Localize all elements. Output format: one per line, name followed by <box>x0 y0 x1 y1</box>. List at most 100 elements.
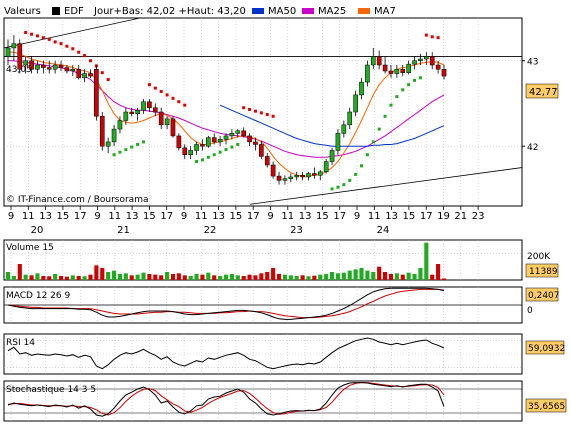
candle-body <box>182 147 188 155</box>
candle <box>370 47 376 70</box>
sar-dot-up <box>371 140 375 144</box>
legend-ma7-swatch <box>358 8 370 14</box>
volume-bar <box>412 274 417 280</box>
sar-dot-up <box>124 148 128 152</box>
volume-bar <box>41 276 46 280</box>
candle-body <box>141 101 146 111</box>
candle <box>276 171 282 185</box>
time-hour-label: 11 <box>195 211 208 222</box>
candle <box>323 159 329 174</box>
volume-bar <box>253 275 258 280</box>
candle-body <box>435 64 441 70</box>
candle-body <box>312 173 317 176</box>
last-price-value: 42,77 <box>529 87 558 98</box>
candle-body <box>217 139 223 143</box>
sar-dot-up <box>360 164 364 168</box>
candle-body <box>164 118 170 126</box>
candlesticks <box>5 35 447 185</box>
candle-body <box>365 64 370 83</box>
volume-bar <box>212 275 217 280</box>
ma50-line <box>219 104 445 147</box>
candle <box>264 153 270 168</box>
candle <box>58 60 64 71</box>
candle <box>288 173 294 183</box>
candle <box>141 99 146 114</box>
candle-body <box>359 81 364 96</box>
candle <box>182 144 188 159</box>
time-day-label: 22 <box>204 225 217 236</box>
candle-body <box>117 120 123 130</box>
volume-bars <box>5 242 447 280</box>
time-hour-label: 17 <box>420 211 433 222</box>
candle-body <box>11 43 17 49</box>
sar-dot-up <box>236 142 240 146</box>
candle <box>200 139 205 151</box>
candle <box>46 60 52 74</box>
candle <box>123 107 129 125</box>
candle <box>35 60 40 74</box>
sar-dot-up <box>383 114 387 118</box>
time-hour-label: 17 <box>160 211 173 222</box>
volume-bar <box>176 273 181 280</box>
volume-y-tick: 200K <box>527 252 551 262</box>
volume-bar <box>430 274 435 280</box>
candle-body <box>194 144 199 151</box>
time-hour-label: 13 <box>126 211 139 222</box>
candle-body <box>235 130 241 134</box>
stochastic-panel: Stochastique 14 3 5 35,6565 <box>3 380 567 422</box>
volume-bar <box>106 272 111 280</box>
candle <box>41 60 46 74</box>
volume-bar <box>329 272 335 280</box>
candle-body <box>52 64 58 70</box>
volume-bar <box>200 274 205 280</box>
candle <box>382 56 388 74</box>
candle-body <box>211 137 217 143</box>
candle-body <box>317 171 323 176</box>
candle-body <box>288 176 294 179</box>
candle-body <box>58 64 64 68</box>
sar-dot-up <box>218 150 222 154</box>
candle-body <box>229 133 235 137</box>
volume-bar <box>265 272 270 280</box>
volume-bar <box>276 274 282 280</box>
time-hour-label: 15 <box>403 211 416 222</box>
rsi-lines <box>7 337 445 370</box>
volume-bar <box>182 275 187 280</box>
volume-bar <box>259 273 264 280</box>
volume-bar <box>194 274 199 280</box>
sar-dot-down <box>53 40 57 44</box>
candle <box>206 135 211 148</box>
volume-bar <box>371 272 376 280</box>
volume-bar <box>170 274 176 280</box>
candle <box>99 112 105 151</box>
last-price-badge: 42,77 <box>525 83 559 99</box>
candle <box>223 133 229 145</box>
sar-dot-down <box>83 54 87 58</box>
copyright-credit: © IT-Finance.com / Boursorama <box>6 195 148 205</box>
candle <box>117 116 123 134</box>
candle-body <box>70 69 76 72</box>
candle-body <box>76 69 82 79</box>
candle <box>152 103 158 117</box>
chart-header: Valeurs EDF Jour+Bas: 42,02 +Haut: 43,20… <box>4 6 396 17</box>
time-hour-label: 11 <box>22 211 35 222</box>
candle-body <box>424 56 429 60</box>
candle-body <box>105 141 111 147</box>
sar-dot-up <box>413 78 417 82</box>
time-hour-label: 9 <box>181 211 187 222</box>
volume-bar <box>424 242 429 280</box>
volume-bar <box>88 274 93 280</box>
candle-body <box>329 150 335 162</box>
rsi-last-value: 59,0932 <box>528 344 565 354</box>
candle <box>147 99 152 112</box>
sar-dot-down <box>24 31 28 35</box>
sar-dot-down <box>106 78 110 82</box>
volume-bar <box>153 274 158 280</box>
volume-bar <box>383 272 388 280</box>
time-hour-label: 11 <box>368 211 381 222</box>
sar-dot-down <box>271 114 275 118</box>
volume-bar <box>159 275 164 280</box>
candle-body <box>170 118 176 137</box>
candle <box>64 65 70 74</box>
